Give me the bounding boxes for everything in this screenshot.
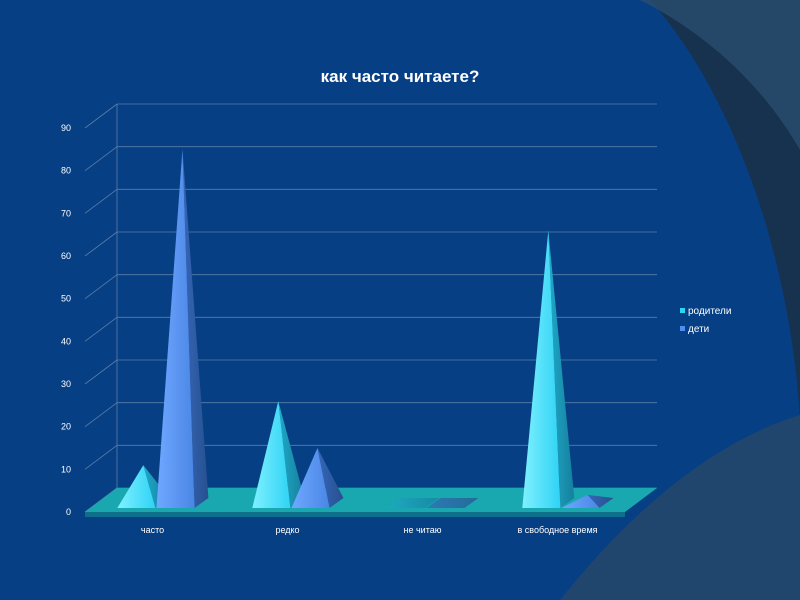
- pyramid-side-face: [278, 401, 305, 508]
- y-tick-label: 80: [61, 166, 71, 176]
- y-tick-label: 70: [61, 208, 71, 218]
- x-category-label: не читаю: [404, 525, 442, 535]
- gridline-diagonal: [84, 103, 118, 129]
- pyramid-front-face: [117, 465, 156, 508]
- pyramid-series-1: [387, 498, 440, 508]
- x-axis-categories: часто редко не читаю в свободное время: [141, 525, 598, 535]
- pyramid-marks: [117, 149, 614, 509]
- legend-label-series-2: дети: [688, 324, 709, 335]
- pyramid-series-1: [522, 230, 575, 508]
- pyramid-series-2: [291, 448, 344, 508]
- legend: родители дети: [680, 306, 731, 335]
- floor-front: [85, 512, 625, 517]
- pyramid-series-2: [156, 149, 209, 509]
- pyramid-series-2: [561, 494, 614, 508]
- pyramid-series-2: [426, 498, 479, 508]
- y-tick-label: 50: [61, 294, 71, 304]
- x-category-label: часто: [141, 525, 164, 535]
- x-category-label: редко: [275, 525, 299, 535]
- gridline-diagonal: [84, 146, 118, 171]
- x-category-label: в свободное время: [517, 525, 597, 535]
- chart-floor: [85, 488, 657, 517]
- y-tick-label: 90: [61, 123, 71, 133]
- gridline-diagonal: [84, 189, 118, 214]
- pyramid-series-1: [252, 401, 305, 508]
- y-tick-label: 40: [61, 336, 71, 346]
- chart-title: как часто читаете?: [321, 67, 480, 86]
- gridline-diagonal: [84, 317, 118, 342]
- pyramid-side-face: [548, 230, 575, 508]
- pyramid-front-face: [561, 494, 600, 508]
- gridline-diagonal: [84, 359, 118, 385]
- bottom-swoosh: [560, 415, 800, 600]
- legend-label-series-1: родители: [688, 306, 731, 317]
- pyramid-front-face: [522, 230, 561, 508]
- legend-swatch-series-2: [680, 326, 685, 331]
- pyramid-side-face: [182, 149, 209, 509]
- pyramid-side-face: [587, 494, 614, 508]
- gridline-diagonal: [84, 402, 118, 427]
- pyramid-base: [387, 498, 440, 508]
- gridline-diagonal: [84, 231, 118, 257]
- floor-top: [85, 488, 657, 512]
- pyramid-base: [426, 498, 479, 508]
- legend-swatch-series-1: [680, 308, 685, 313]
- pyramid-front-face: [156, 149, 195, 509]
- pyramid-side-face: [317, 448, 344, 508]
- y-tick-label: 0: [66, 507, 71, 517]
- corner-swoosh: [640, 0, 800, 150]
- y-tick-label: 10: [61, 464, 71, 474]
- y-tick-label: 60: [61, 251, 71, 261]
- y-axis-ticks: 0 10 20 30 40 50 60 70 80 90: [61, 123, 71, 517]
- gridline-diagonal: [84, 445, 118, 470]
- y-tick-label: 20: [61, 422, 71, 432]
- pyramid-front-face: [252, 401, 291, 508]
- gridline-diagonal: [84, 274, 118, 299]
- pyramid-front-face: [291, 448, 330, 508]
- y-tick-label: 30: [61, 379, 71, 389]
